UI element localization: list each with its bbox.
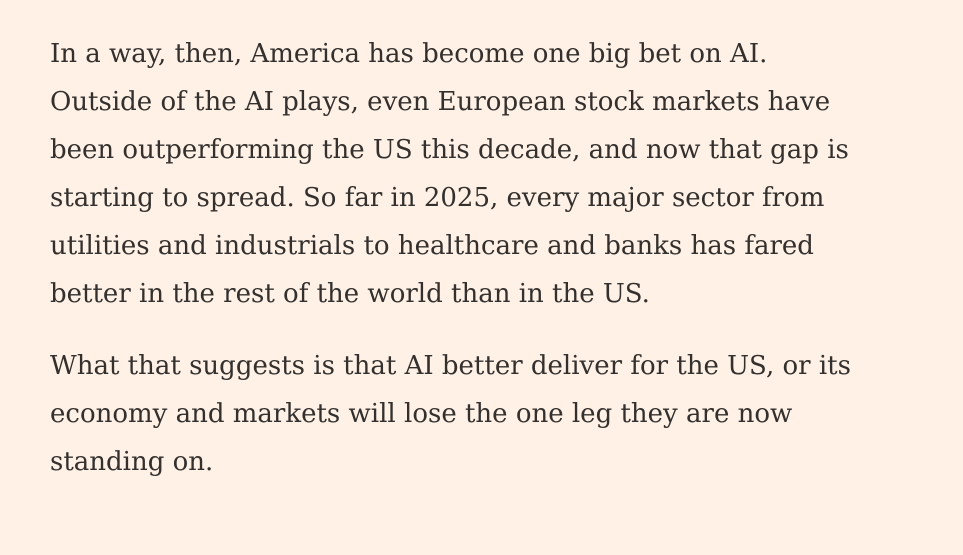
- paragraph-line: been outperforming the US this decade, a…: [50, 135, 849, 165]
- article-body: In a way, then, America has become one b…: [50, 30, 910, 510]
- paragraph-1: In a way, then, America has become one b…: [50, 30, 910, 318]
- paragraph-line: What that suggests is that AI better del…: [50, 351, 851, 381]
- paragraph-line: utilities and industrials to healthcare …: [50, 231, 814, 261]
- paragraph-line: better in the rest of the world than in …: [50, 279, 650, 309]
- paragraph-line: Outside of the AI plays, even European s…: [50, 87, 831, 117]
- paragraph-line: standing on.: [50, 447, 214, 477]
- paragraph-line: In a way, then, America has become one b…: [50, 39, 768, 69]
- paragraph-2: What that suggests is that AI better del…: [50, 342, 910, 486]
- paragraph-line: starting to spread. So far in 2025, ever…: [50, 183, 825, 213]
- paragraph-line: economy and markets will lose the one le…: [50, 399, 793, 429]
